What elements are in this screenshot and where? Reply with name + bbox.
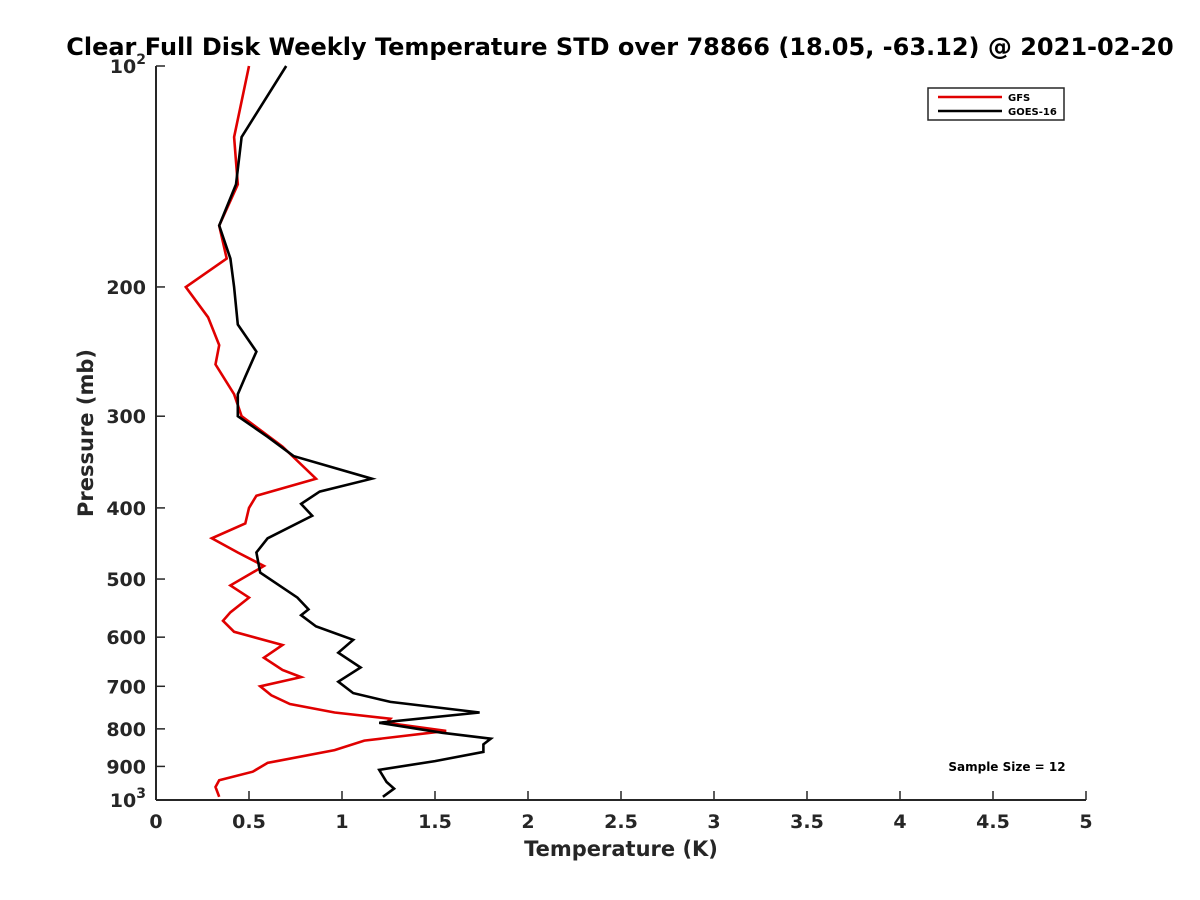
y-tick-label: 200 <box>106 277 146 299</box>
y-tick-label: 300 <box>106 406 146 428</box>
x-tick-label: 1 <box>335 811 348 833</box>
x-tick-label: 3.5 <box>790 811 824 833</box>
legend-label-gfs: GFS <box>1008 93 1030 104</box>
x-tick-label: 4.5 <box>976 811 1010 833</box>
legend: GFS GOES-16 <box>927 87 1065 121</box>
y-axis-label: Pressure (mb) <box>74 349 98 517</box>
series-line-goes-16 <box>217 65 495 798</box>
x-axis-label: Temperature (K) <box>524 837 718 861</box>
x-tick-label: 3 <box>707 811 720 833</box>
y-tick-label: 600 <box>106 627 146 649</box>
y-tick-label: 103 <box>110 786 146 812</box>
axes: 0 0.5 1 1.5 2 2.5 3 3.5 4 4.5 5 102 200 300 400 500 600 7… <box>106 52 1092 833</box>
legend-label-goes-16: GOES-16 <box>1008 107 1057 118</box>
y-tick-label: 900 <box>106 756 146 778</box>
y-tick-label: 500 <box>106 569 146 591</box>
x-tick-label: 2.5 <box>604 811 638 833</box>
plot-area <box>183 65 495 798</box>
series-line-gfs <box>183 65 447 798</box>
x-tick-label: 0 <box>149 811 162 833</box>
x-tick-label: 2 <box>521 811 534 833</box>
x-tick-label: 0.5 <box>232 811 266 833</box>
y-tick-label: 800 <box>106 719 146 741</box>
legend-box <box>927 87 1065 121</box>
x-tick-label: 1.5 <box>418 811 452 833</box>
x-tick-label: 5 <box>1079 811 1092 833</box>
x-tick-label: 4 <box>893 811 906 833</box>
chart-title: Clear Full Disk Weekly Temperature STD o… <box>66 33 1174 61</box>
y-tick-label: 400 <box>106 498 146 520</box>
y-tick-label: 102 <box>110 52 146 78</box>
y-tick-label: 700 <box>106 676 146 698</box>
sample-size-annotation: Sample Size = 12 <box>948 760 1065 774</box>
